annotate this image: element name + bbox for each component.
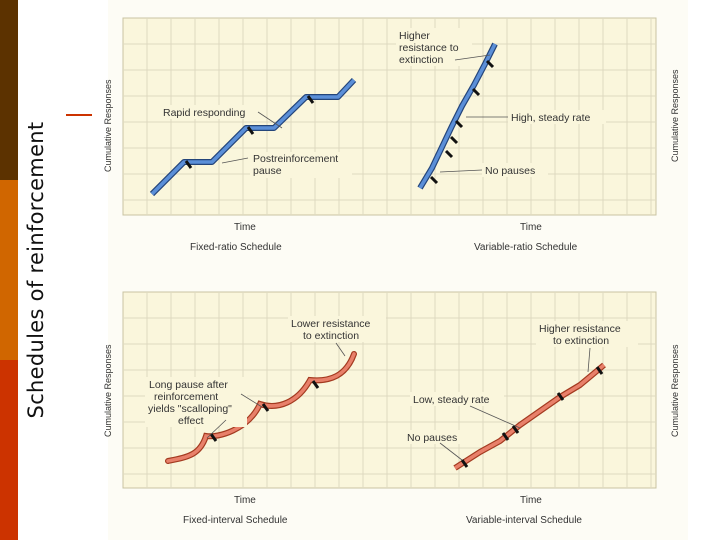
fixed-interval-line <box>166 352 356 463</box>
reinforcement-tick-vr-4 <box>454 119 464 129</box>
callout-bg-higher-vi <box>536 321 638 347</box>
label-vi-higher-2: to extinction <box>553 335 609 347</box>
label-vi-higher-1: Higher resistance <box>539 323 621 335</box>
callout-bg-steady <box>508 110 606 124</box>
callout-bg-long <box>145 377 247 427</box>
reinforcement-tick-fi-3 <box>311 380 320 389</box>
leader-rapid <box>257 111 283 129</box>
reinforcement-tick-vi-2 <box>501 432 510 441</box>
reinforcement-tick-fi-2 <box>261 403 270 412</box>
leader-vi-nopause <box>439 442 463 461</box>
label-vr-higher-1: Higher <box>399 30 430 42</box>
leader-low <box>469 405 521 429</box>
callout-bg-low <box>410 392 504 406</box>
y-axis-label-top-left: Cumulative Responses <box>103 79 113 172</box>
x-axis-label-variable-ratio: Time <box>520 222 542 233</box>
leader-long-2 <box>206 419 227 439</box>
label-long-pause-4: effect <box>178 415 204 427</box>
variable-ratio-line <box>418 43 497 189</box>
leader-long-1 <box>240 393 263 408</box>
reinforcement-tick-vi-3 <box>511 425 520 434</box>
decor-stripe-top <box>0 0 18 180</box>
callout-bg-rapid <box>160 105 260 119</box>
label-vi-no-pauses: No pauses <box>407 432 457 444</box>
label-low-steady-rate: Low, steady rate <box>413 394 490 406</box>
variable-interval-line <box>454 363 606 470</box>
y-axis-label-top-right: Cumulative Responses <box>670 69 680 162</box>
label-lower-resistance-1: Lower resistance <box>291 318 371 330</box>
leader-vr-nopause <box>439 169 483 173</box>
reinforcement-tick-vr-3 <box>449 135 459 145</box>
reinforcement-tick-vr-1 <box>429 175 439 185</box>
leader-post <box>221 157 249 164</box>
callout-bg-post <box>250 152 352 178</box>
leader-vi-higher <box>587 347 591 373</box>
y-axis-label-bottom-left: Cumulative Responses <box>103 344 113 437</box>
label-long-pause-2: reinforcement <box>154 391 218 403</box>
decor-stripe-middle <box>0 180 18 360</box>
label-postreinforcement-1: Postreinforcement <box>253 153 338 165</box>
label-vr-higher-2: resistance to <box>399 42 459 54</box>
label-rapid-responding: Rapid responding <box>163 107 245 119</box>
label-high-steady-rate: High, steady rate <box>511 112 591 124</box>
title-accent-line <box>66 114 92 116</box>
leader-lower <box>335 342 346 357</box>
callout-bg-lower <box>288 316 386 342</box>
x-axis-label-fixed-interval: Time <box>234 495 256 506</box>
reinforcement-tick-vi-4 <box>556 392 565 401</box>
reinforcement-tick-vi-1 <box>460 459 469 468</box>
callout-bg-nopause-vr <box>482 163 548 177</box>
leader-vr-higher <box>454 54 491 61</box>
label-postreinforcement-2: pause <box>253 165 282 177</box>
caption-fixed-interval: Fixed-interval Schedule <box>183 515 288 526</box>
y-axis-label-bottom-right: Cumulative Responses <box>670 344 680 437</box>
label-long-pause-3: yields "scalloping" <box>148 403 232 415</box>
decor-stripe-bottom <box>0 360 18 540</box>
reinforcement-tick-fr-1 <box>184 160 193 169</box>
x-axis-label-fixed-ratio: Time <box>234 222 256 233</box>
reinforcement-tick-vr-6 <box>485 59 495 69</box>
label-lower-resistance-2: to extinction <box>303 330 359 342</box>
caption-fixed-ratio: Fixed-ratio Schedule <box>190 242 282 253</box>
fixed-ratio-line <box>150 78 356 196</box>
label-vr-no-pauses: No pauses <box>485 165 535 177</box>
callout-bg-nopause-vi <box>404 430 468 444</box>
grid-ratio <box>123 18 656 215</box>
caption-variable-ratio: Variable-ratio Schedule <box>474 242 578 253</box>
reinforcement-tick-fr-3 <box>306 95 315 104</box>
label-vr-higher-3: extinction <box>399 54 444 66</box>
reinforcement-tick-vr-2 <box>444 149 454 159</box>
caption-variable-interval: Variable-interval Schedule <box>466 515 582 526</box>
x-axis-label-variable-interval: Time <box>520 495 542 506</box>
reinforcement-tick-fi-1 <box>209 433 218 442</box>
reinforcement-tick-vr-5 <box>471 87 481 97</box>
reinforcement-tick-vi-5 <box>595 366 604 375</box>
reinforcement-tick-fr-2 <box>246 126 255 135</box>
label-long-pause-1: Long pause after <box>149 379 228 391</box>
